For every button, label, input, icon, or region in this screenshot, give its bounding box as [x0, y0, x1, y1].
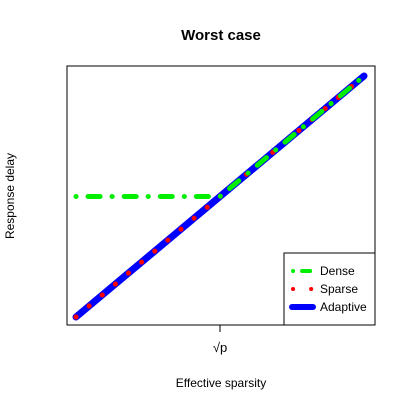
plot-frame [66, 65, 376, 326]
legend-label-dense: Dense [320, 264, 355, 278]
legend-label-adaptive: Adaptive [320, 300, 367, 314]
chart-title: Worst case [181, 27, 261, 44]
legend-items: Dense Sparse Adaptive [289, 264, 367, 314]
legend: Dense Sparse Adaptive [283, 252, 376, 326]
x-axis: √p [213, 325, 227, 355]
y-axis-label: Response delay [3, 153, 17, 239]
series-dense-line [73, 73, 367, 199]
x-tick-label: √p [213, 340, 227, 355]
series-layer [72, 72, 368, 321]
x-axis-label: Effective sparsity [176, 376, 266, 390]
legend-box [283, 252, 376, 326]
legend-label-sparse: Sparse [320, 282, 358, 296]
